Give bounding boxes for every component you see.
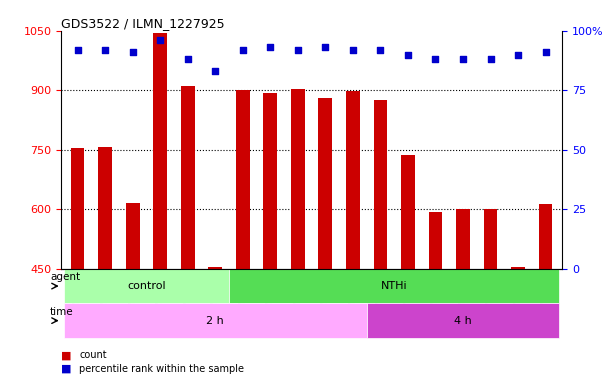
Bar xyxy=(229,269,559,303)
Point xyxy=(238,47,247,53)
Text: ■: ■ xyxy=(61,364,71,374)
Point xyxy=(376,47,386,53)
Point xyxy=(183,56,192,62)
Text: time: time xyxy=(50,307,74,317)
Bar xyxy=(181,86,195,269)
Bar xyxy=(98,147,112,269)
Bar xyxy=(401,154,415,269)
Point xyxy=(210,68,220,74)
Bar xyxy=(208,267,222,269)
Text: count: count xyxy=(79,350,107,360)
Point xyxy=(513,51,523,58)
Point xyxy=(403,51,413,58)
Text: 2 h: 2 h xyxy=(207,316,224,326)
Text: agent: agent xyxy=(50,272,80,283)
Text: GDS3522 / ILMN_1227925: GDS3522 / ILMN_1227925 xyxy=(61,17,225,30)
Bar xyxy=(346,91,360,269)
Bar xyxy=(263,93,277,269)
Text: NTHi: NTHi xyxy=(381,281,408,291)
Bar xyxy=(153,33,167,269)
Bar xyxy=(367,303,559,338)
Bar xyxy=(126,204,139,269)
Bar xyxy=(484,209,497,269)
Point xyxy=(155,37,165,43)
Bar xyxy=(291,89,305,269)
Bar xyxy=(373,100,387,269)
Point xyxy=(293,47,302,53)
Point xyxy=(431,56,441,62)
Text: percentile rank within the sample: percentile rank within the sample xyxy=(79,364,244,374)
Bar xyxy=(428,212,442,269)
Bar xyxy=(539,204,552,269)
Point xyxy=(486,56,496,62)
Text: ■: ■ xyxy=(61,350,71,360)
Point xyxy=(458,56,468,62)
Point xyxy=(128,49,137,55)
Text: control: control xyxy=(127,281,166,291)
Bar xyxy=(318,98,332,269)
Bar xyxy=(71,148,84,269)
Bar xyxy=(64,269,229,303)
Point xyxy=(348,47,358,53)
Bar xyxy=(511,267,525,269)
Bar xyxy=(456,209,470,269)
Bar xyxy=(236,90,250,269)
Point xyxy=(265,44,275,50)
Bar xyxy=(64,303,367,338)
Point xyxy=(73,47,82,53)
Point xyxy=(541,49,551,55)
Text: 4 h: 4 h xyxy=(454,316,472,326)
Point xyxy=(100,47,110,53)
Point xyxy=(321,44,331,50)
